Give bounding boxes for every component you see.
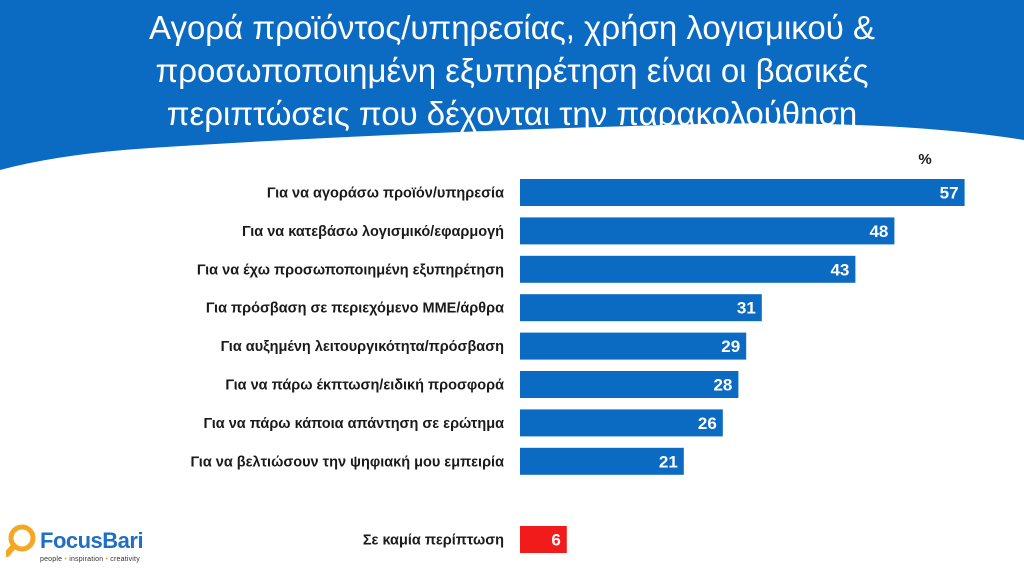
tagline-dot-1: • (64, 556, 68, 563)
bar-3-bar (520, 255, 856, 283)
bar-none-bar (520, 526, 567, 553)
page-title: Αγορά προϊόντος/υπηρεσίας, χρήση λογισμι… (149, 9, 875, 132)
unit-label: % (918, 151, 932, 168)
bar-none-value-label: 6 (551, 531, 560, 550)
bar-8-value-label: 21 (659, 452, 678, 471)
bar-8-label: Για να βελτιώσουν την ψηφιακή μου εμπειρ… (191, 454, 505, 470)
focusbari-logo (6, 524, 36, 557)
bar-5-bar (520, 332, 747, 360)
bar-5-value-label: 29 (721, 337, 740, 356)
bar-1-bar (520, 179, 965, 206)
tagline-inspiration: inspiration (69, 556, 104, 563)
bar-7-value-label: 26 (698, 414, 717, 433)
bar-6-bar (520, 371, 739, 398)
logo-name: FocusBari (40, 528, 144, 553)
magnifier-icon (8, 524, 36, 552)
bar-4-value-label: 31 (737, 299, 756, 318)
tagline-dot-2: • (105, 556, 109, 563)
bar-8-bar (520, 447, 684, 475)
bar-1-label: Για να αγοράσω προϊόν/υπηρεσία (267, 186, 504, 202)
bar-5-label: Για αυξημένη λειτουργικότητα/πρόσβαση (221, 339, 504, 355)
bar-6-label: Για να πάρω έκπτωση/ειδική προσφορά (225, 378, 504, 394)
bar-none-label: Σε καμία περίπτωση (363, 533, 504, 549)
bar-6-value-label: 28 (713, 376, 732, 395)
bar-4-bar (520, 294, 762, 322)
header-banner (0, 0, 1024, 170)
bar-3-value-label: 43 (830, 260, 849, 279)
bar-3-label: Για να έχω προσωποποιημένη εξυπηρέτηση (197, 262, 504, 278)
tagline-people: people (40, 556, 63, 563)
bar-2-bar (520, 217, 895, 245)
bar-7-label: Για να πάρω κάποια απάντηση σε ερώτημα (204, 416, 505, 432)
bar-4-label: Για πρόσβαση σε περιεχόμενο ΜΜΕ/άρθρα (206, 301, 504, 317)
logo-tagline: people • inspiration • creativity (40, 556, 140, 563)
bar-2-value-label: 48 (869, 222, 888, 241)
bar-1-value-label: 57 (940, 184, 959, 203)
tagline-creativity: creativity (110, 556, 140, 563)
bar-7-bar (520, 409, 723, 437)
bar-2-label: Για να κατεβάσω λογισμικό/εφαρμογή (242, 224, 504, 240)
